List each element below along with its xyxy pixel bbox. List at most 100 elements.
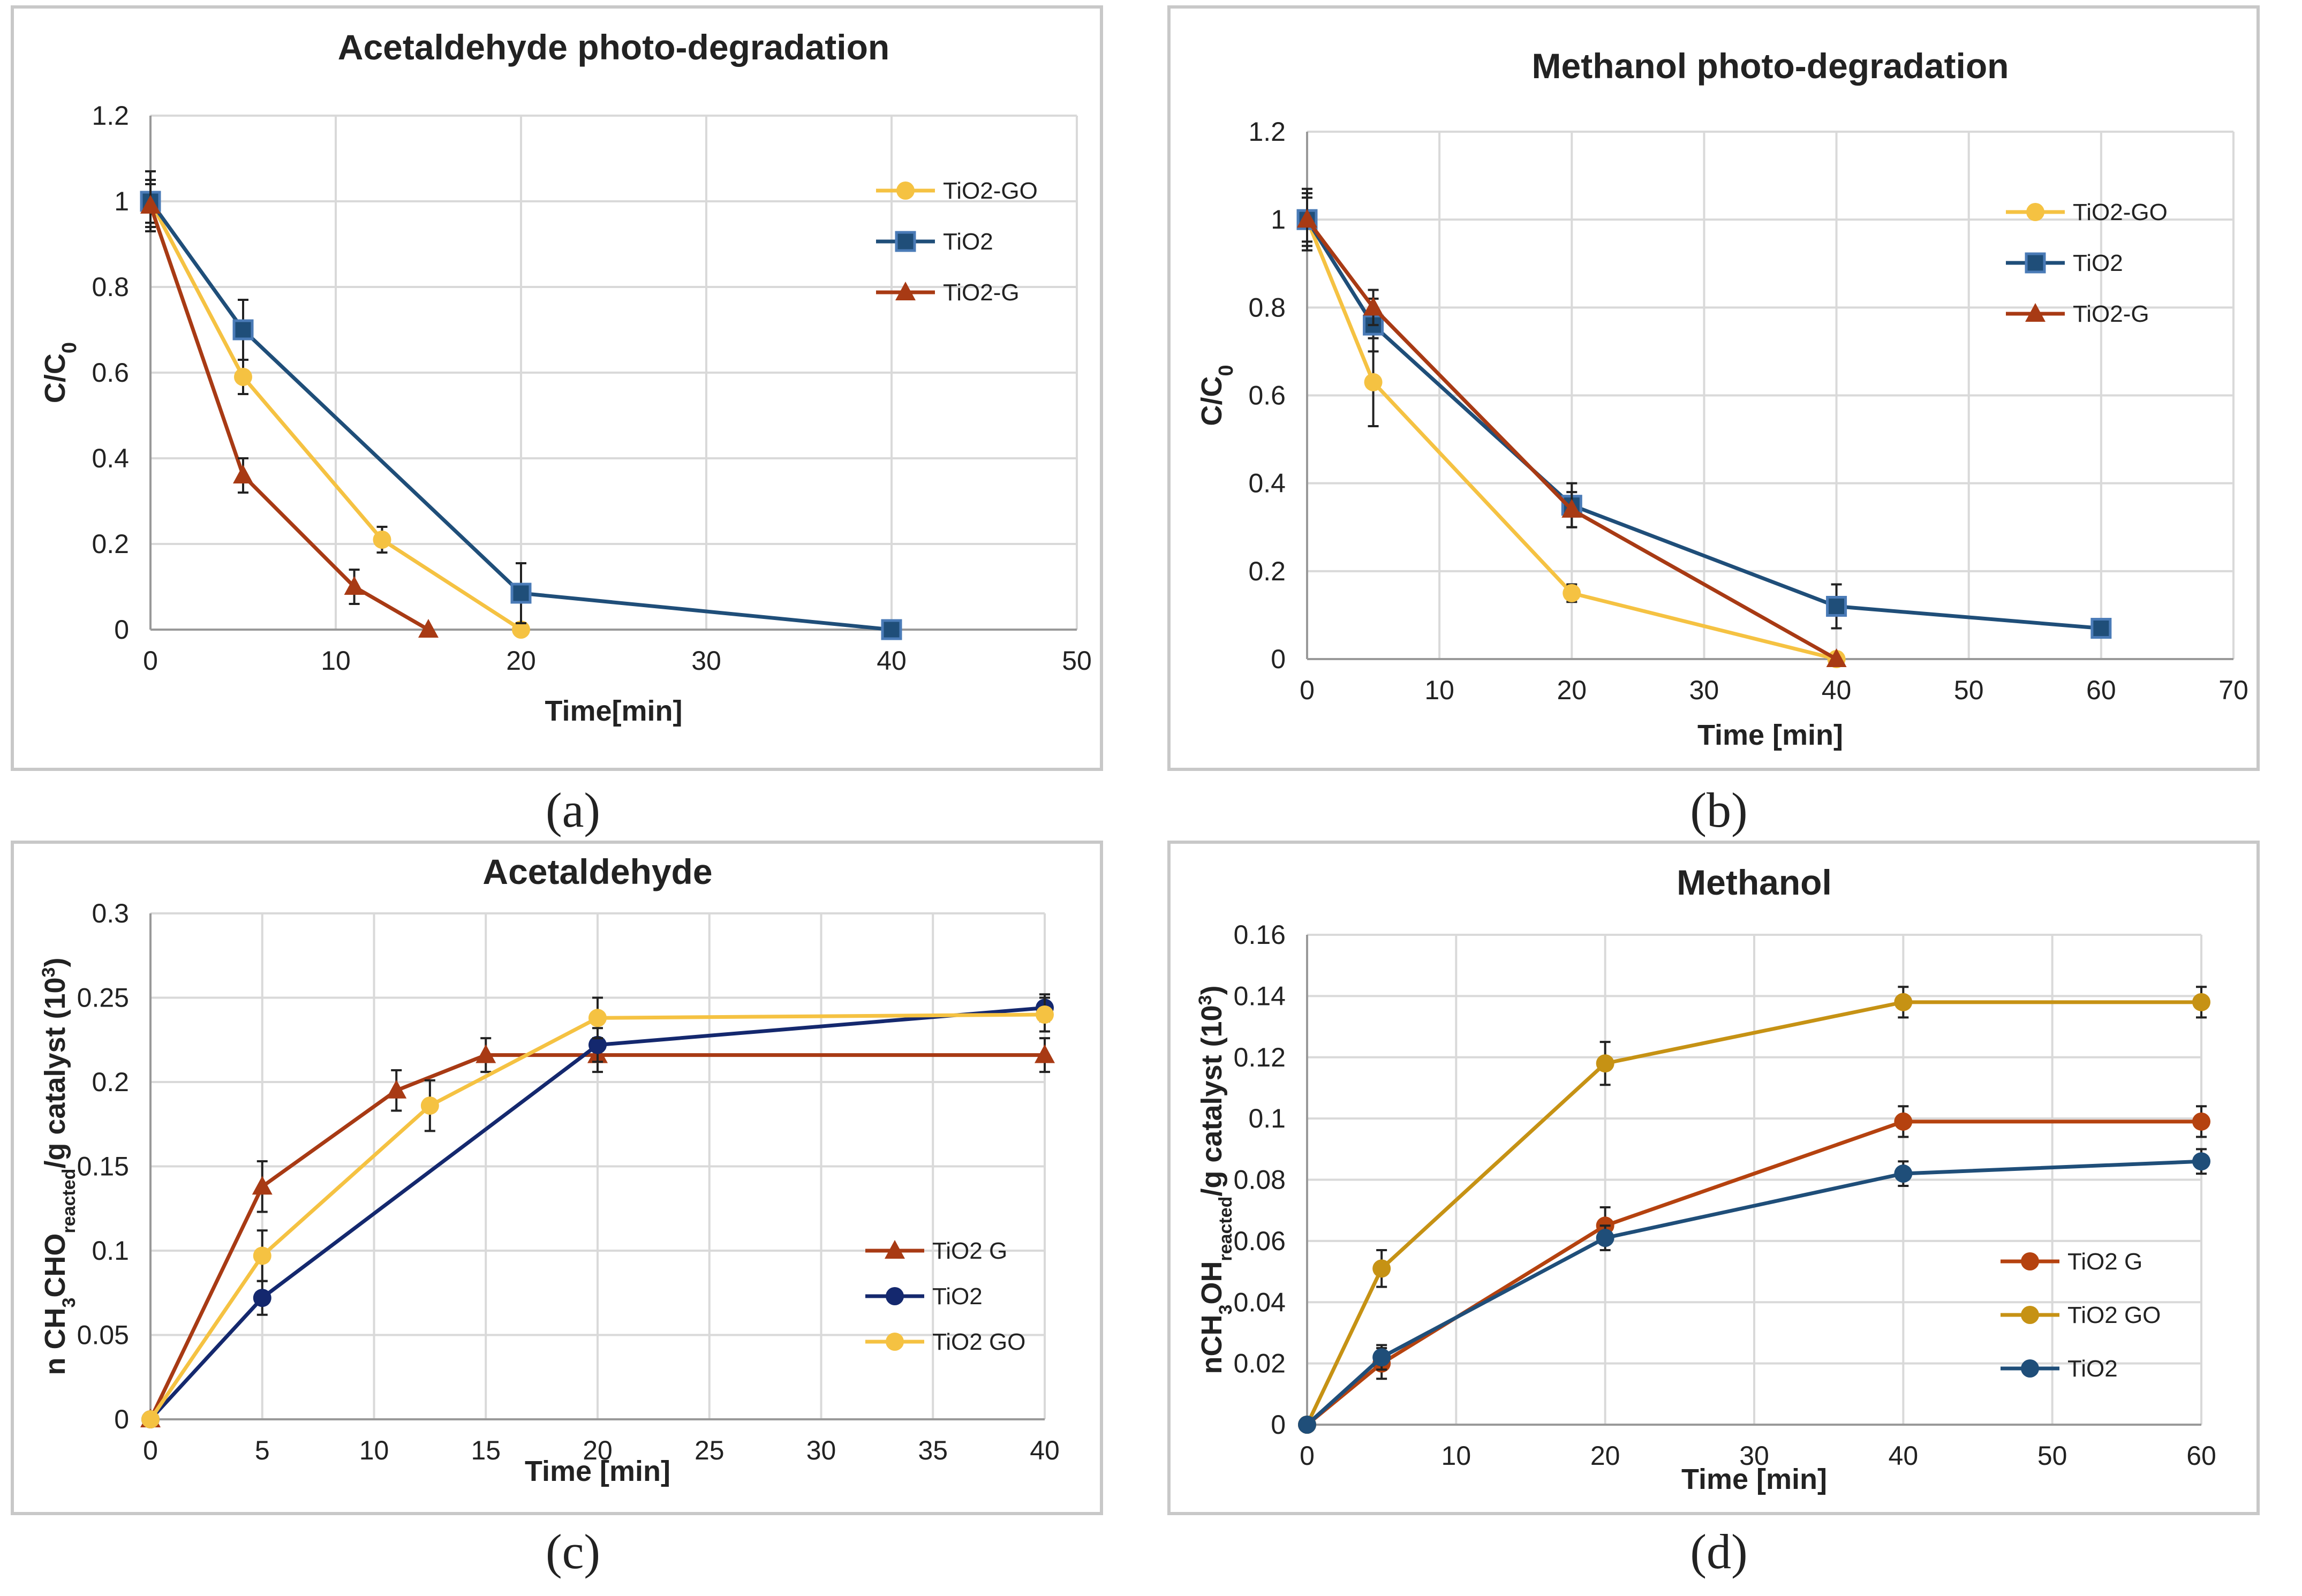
data-point <box>1298 1416 1316 1434</box>
y-tick-label: 0 <box>1271 1410 1286 1440</box>
y-tick-label: 1.2 <box>1248 117 1286 147</box>
y-axis-label-part: 3 <box>59 1298 79 1308</box>
data-point <box>233 465 253 483</box>
x-tick-label: 50 <box>1062 646 1092 676</box>
panel-label-b: (b) <box>1690 783 1748 837</box>
x-tick-label: 40 <box>877 646 907 676</box>
panel-label-a: (a) <box>545 783 601 837</box>
x-tick-label: 25 <box>695 1435 724 1465</box>
y-tick-label: 0.04 <box>1234 1287 1286 1317</box>
data-point <box>253 1246 271 1265</box>
chart-panel-c: Acetaldehyde 0 0.05 0.1 0.15 0.2 0.25 0.3 0 5 10 15… <box>11 841 1103 1515</box>
y-tick-label: 0.15 <box>77 1152 129 1182</box>
data-point <box>420 1096 439 1115</box>
data-point <box>373 531 391 549</box>
data-point <box>1826 596 1847 617</box>
y-tick-label: 0.8 <box>1248 292 1286 322</box>
y-tick-label: 0.06 <box>1234 1226 1286 1256</box>
x-tick-label: 10 <box>1424 675 1454 705</box>
x-tick-label: 10 <box>359 1435 389 1465</box>
data-point <box>344 576 365 595</box>
data-point <box>476 1044 496 1063</box>
legend-marker <box>895 231 916 252</box>
x-tick-label: 20 <box>583 1435 613 1465</box>
y-tick-label: 0 <box>1271 644 1286 674</box>
data-point <box>232 319 254 341</box>
data-point <box>1894 993 1913 1011</box>
series-line <box>149 1005 1045 1421</box>
y-axis-label-part: n CH <box>39 1307 71 1375</box>
y-tick-label: 0.2 <box>92 1067 129 1097</box>
x-tick-label: 20 <box>1590 1441 1620 1471</box>
y-tick-label: 1 <box>114 186 129 216</box>
y-axis-label-part: 3 <box>39 967 59 978</box>
legend-label: TiO2 <box>943 229 993 255</box>
y-tick-label: 0 <box>114 615 129 645</box>
series-line <box>1305 218 1838 661</box>
data-point <box>588 1035 607 1054</box>
legend-marker <box>886 1333 904 1351</box>
y-axis-label-part: CHO <box>39 1234 71 1298</box>
x-axis-label: Time [min] <box>1681 1463 1827 1495</box>
data-point <box>1364 373 1383 391</box>
x-tick-label: 30 <box>1739 1441 1769 1471</box>
panel-label-c: (c) <box>545 1524 601 1579</box>
data-point <box>1596 1229 1614 1247</box>
x-tick-label: 50 <box>2037 1441 2067 1471</box>
x-tick-label: 70 <box>2218 675 2248 705</box>
y-tick-label: 0.2 <box>92 529 129 559</box>
x-axis-label: Time[min] <box>545 695 682 727</box>
x-tick-label: 10 <box>1441 1441 1471 1471</box>
data-point <box>1894 1164 1913 1183</box>
data-point <box>252 1176 273 1195</box>
data-point <box>1561 498 1582 518</box>
data-point <box>253 1289 271 1307</box>
y-axis-label-part: /g catalyst (10 <box>1196 1005 1228 1196</box>
x-tick-label: 10 <box>321 646 351 676</box>
data-point <box>386 1079 407 1099</box>
x-tick-label: 0 <box>143 1435 158 1465</box>
legend-marker <box>2021 1252 2039 1270</box>
legend-label: TiO2 GO <box>932 1329 1025 1355</box>
data-point <box>510 583 532 604</box>
x-tick-label: 0 <box>1300 1441 1315 1471</box>
chart-title: Methanol <box>1677 863 1832 902</box>
y-tick-label: 0.1 <box>92 1236 129 1266</box>
data-point <box>1372 1259 1391 1278</box>
series-line <box>148 200 522 631</box>
x-tick-label: 40 <box>1889 1441 1919 1471</box>
y-tick-label: 0.3 <box>92 898 129 928</box>
chart-title: Methanol photo-degradation <box>1532 46 2009 86</box>
y-tick-label: 0.4 <box>1248 468 1286 498</box>
chart-title: Acetaldehyde photo-degradation <box>338 27 889 67</box>
data-point <box>1297 209 1317 228</box>
x-tick-label: 40 <box>1030 1435 1060 1465</box>
legend-marker <box>896 181 915 200</box>
y-axis-label-sub: 0 <box>1215 365 1237 376</box>
x-tick-label: 0 <box>143 646 158 676</box>
legend-label: TiO2 GO <box>2067 1302 2161 1328</box>
y-tick-label: 0 <box>114 1404 129 1434</box>
legend-label: TiO2 G <box>2067 1249 2142 1275</box>
x-tick-label: 60 <box>2186 1441 2216 1471</box>
y-axis-label-part: OH <box>1196 1261 1228 1305</box>
y-axis-label-part: /g catalyst (10 <box>39 977 71 1168</box>
y-axis-label: nCH3OHreacted/g catalyst (103) <box>1195 986 1236 1374</box>
data-point <box>512 621 530 639</box>
legend-marker <box>2025 252 2046 274</box>
y-axis-label: C/C0 <box>1196 365 1237 426</box>
data-point <box>588 1009 607 1027</box>
legend-label: TiO2 <box>2067 1356 2118 1382</box>
y-axis-label-part: 3 <box>1195 995 1216 1005</box>
x-tick-label: 30 <box>1689 675 1719 705</box>
data-point <box>1035 1044 1055 1063</box>
data-point <box>1363 297 1384 316</box>
legend-marker <box>2021 1359 2039 1378</box>
x-axis-label: Time [min] <box>525 1455 670 1487</box>
y-tick-label: 0.14 <box>1234 981 1286 1011</box>
x-tick-label: 20 <box>506 646 536 676</box>
y-tick-label: 0.6 <box>92 358 129 388</box>
data-point <box>141 1410 160 1428</box>
data-point <box>2090 618 2112 639</box>
chart-panel-a: Acetaldehyde photo-degradation 0 0.2 0.4 0.6… <box>11 5 1103 771</box>
